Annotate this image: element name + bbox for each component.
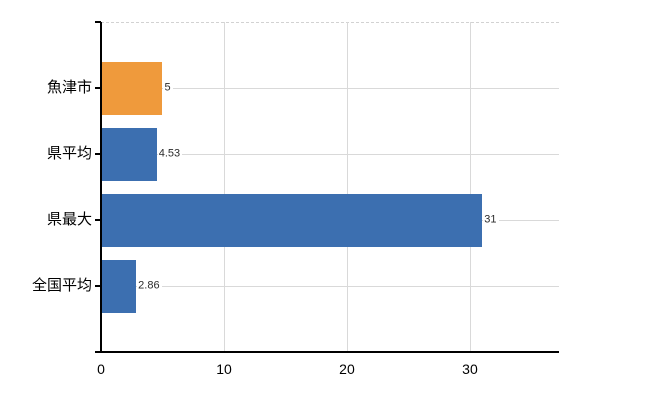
bar-県最大: [101, 193, 483, 247]
value-label: 2.86: [137, 279, 162, 293]
plot-top-border: [101, 22, 559, 23]
y-axis-tick: [95, 21, 101, 23]
category-label: 魚津市: [46, 79, 92, 96]
value-label: 5: [163, 81, 173, 95]
value-label: 4.53: [157, 147, 183, 161]
vertical-gridline: [469, 22, 471, 352]
horizontal-gridline: [101, 87, 559, 89]
category-label: 県最大: [46, 211, 92, 228]
horizontal-gridline: [101, 153, 559, 155]
y-axis-tick: [95, 219, 101, 221]
y-axis-tick: [95, 285, 101, 287]
x-tick-label: 0: [97, 361, 105, 377]
bar-魚津市: [101, 61, 163, 115]
x-axis-line: [95, 351, 559, 353]
vertical-gridline: [223, 22, 225, 352]
y-axis-tick: [95, 87, 101, 89]
category-label: 県平均: [46, 145, 92, 162]
x-tick-label: 20: [339, 361, 355, 377]
horizontal-gridline: [101, 285, 559, 287]
plot-area: 5 4.53 31 2.86: [101, 22, 559, 352]
x-tick-label: 30: [462, 361, 478, 377]
y-axis-tick: [95, 153, 101, 155]
category-label: 全国平均: [31, 277, 92, 294]
x-tick-label: 10: [216, 361, 232, 377]
vertical-gridline: [346, 22, 348, 352]
y-axis-line: [100, 22, 102, 352]
bar-全国平均: [101, 259, 137, 313]
bar-県平均: [101, 127, 157, 181]
value-label: 31: [483, 213, 499, 227]
